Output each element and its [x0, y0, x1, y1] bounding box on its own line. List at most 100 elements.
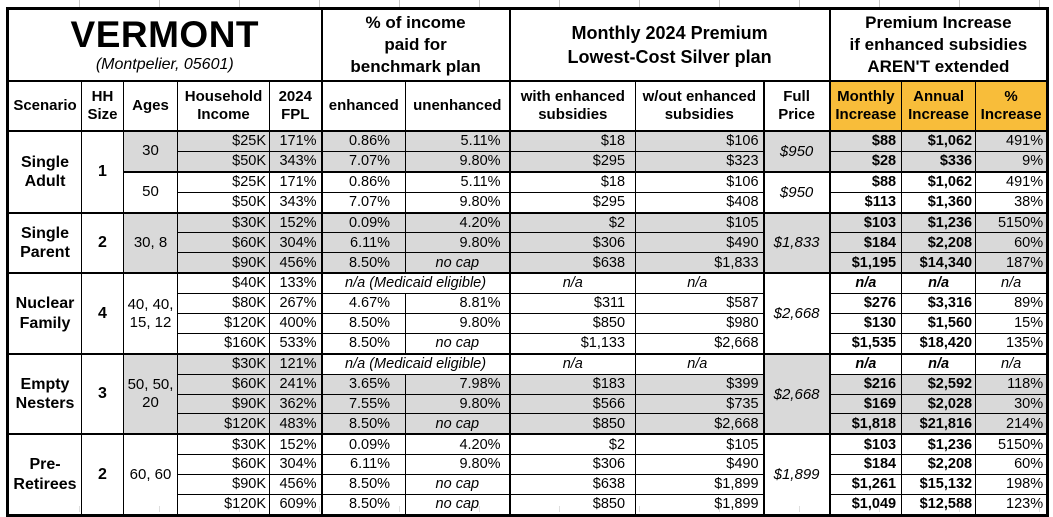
unenhanced-pct-value: 8.81%: [405, 293, 511, 315]
increase-header-line: Premium Increase: [865, 12, 1012, 32]
table-row: $120K 483% 8.50% no cap $850 $2,668 $1,818 $21,…: [8, 413, 1049, 436]
without-subsidies-value: $2,668: [635, 332, 765, 355]
household-income-value: $60K: [177, 454, 270, 476]
enhanced-pct-value: 8.50%: [321, 413, 407, 436]
household-income-value: $50K: [177, 150, 270, 173]
medicaid-note: n/a (Medicaid eligible): [321, 272, 511, 295]
col-annual-increase: Annual Increase: [901, 80, 977, 132]
unenhanced-pct-value: 4.20%: [405, 212, 511, 234]
monthly-increase-value: $1,818: [829, 413, 903, 436]
unenhanced-pct-value: 9.80%: [405, 232, 511, 254]
table-row: $80K 267% 4.67% 8.81% $311 $587 $276 $3,316 89%: [8, 293, 1049, 315]
table-row: $120K 400% 8.50% 9.80% $850 $980 $130 $1,560 15%: [8, 313, 1049, 334]
benchmark-header-line: % of income: [365, 12, 466, 32]
increase-header-line: if enhanced subsidies: [849, 34, 1028, 54]
col-pct-line: %: [1004, 88, 1018, 105]
col-full-price: Full Price: [763, 80, 831, 132]
col-2024-fpl: 2024 FPL: [268, 80, 323, 132]
household-income-value: $120K: [177, 413, 270, 436]
col-household-income: Household Income: [177, 80, 270, 132]
with-subsidies-value: $638: [509, 474, 637, 496]
premium-header: Monthly 2024 Premium Lowest-Cost Silver …: [509, 8, 831, 82]
annual-increase-value: $1,236: [901, 433, 977, 456]
annual-increase-value: $21,816: [901, 413, 977, 436]
col-with-sub-line: subsidies: [538, 106, 608, 123]
pct-increase-value: 30%: [975, 393, 1049, 415]
ages-value: 50: [123, 171, 178, 214]
household-income-value: $90K: [177, 393, 270, 415]
household-income-value: $40K: [177, 272, 270, 295]
pct-increase-value: 135%: [975, 332, 1049, 355]
household-income-value: $80K: [177, 293, 270, 315]
with-subsidies-value: $2: [509, 433, 637, 456]
enhanced-pct-value: 8.50%: [321, 252, 407, 275]
with-subsidies-value: $850: [509, 313, 637, 334]
hh-size-value: 4: [81, 272, 124, 355]
col-with-subsidies: with enhanced subsidies: [509, 80, 637, 132]
with-subsidies-value: n/a: [509, 353, 637, 375]
scenario-label: Nuclear Family: [7, 272, 82, 355]
scenario-label: Empty Nesters: [7, 353, 82, 436]
monthly-increase-value: $1,535: [829, 332, 903, 355]
pct-increase-value: n/a: [975, 272, 1049, 295]
col-enhanced: enhanced: [321, 80, 407, 132]
fpl-value: 152%: [268, 212, 323, 234]
pct-increase-value: 118%: [975, 373, 1049, 395]
household-income-value: $120K: [177, 494, 270, 517]
pct-increase-value: 187%: [975, 252, 1049, 275]
monthly-increase-value: $28: [829, 150, 903, 173]
enhanced-pct-value: 4.67%: [321, 293, 407, 315]
full-price-value: $2,668: [763, 272, 831, 355]
fpl-value: 456%: [268, 252, 323, 275]
table-row: Empty Nesters 3 50, 50, 20 $30K 121% n/a (Med…: [7, 353, 1049, 436]
medicaid-note: n/a (Medicaid eligible): [321, 353, 511, 375]
col-income-line: Income: [197, 106, 250, 123]
table-row: $60K 304% 6.11% 9.80% $306 $490 $184 $2,208 60%: [8, 232, 1049, 254]
col-annual-line: Increase: [908, 106, 970, 123]
table-row: $90K 456% 8.50% no cap $638 $1,899 $1,261 $15,1…: [8, 474, 1049, 496]
table-row: 50 $25K 171% 0.86% 5.11% $18 $106 $950 $88 $1,062…: [8, 171, 1049, 214]
with-subsidies-value: n/a: [509, 272, 637, 295]
full-price-value: $1,833: [763, 212, 831, 275]
col-fpl-line: FPL: [281, 106, 310, 123]
without-subsidies-value: $106: [635, 130, 765, 152]
household-income-value: $120K: [177, 313, 270, 334]
table-row: Single Adult 1 30 $25K 171% 0.86% 5.11% $18 $106…: [7, 130, 1049, 214]
fpl-value: 171%: [268, 171, 323, 193]
col-hh-line: HH: [91, 88, 114, 105]
monthly-increase-value: n/a: [829, 353, 903, 375]
unenhanced-pct-value: 9.80%: [405, 150, 511, 173]
household-income-value: $50K: [177, 191, 270, 214]
pct-increase-value: 9%: [975, 150, 1049, 173]
table-row: Pre- Retirees 2 60, 60 $30K 152% 0.09% 4.20% $2…: [7, 433, 1049, 517]
enhanced-pct-value: 0.86%: [321, 171, 407, 193]
unenhanced-pct-value: 9.80%: [405, 313, 511, 334]
pct-increase-value: 89%: [975, 293, 1049, 315]
monthly-increase-value: $103: [829, 433, 903, 456]
col-unenhanced: unenhanced: [405, 80, 511, 132]
col-ages: Ages: [123, 80, 178, 132]
state-subtitle: (Montpelier, 05601): [95, 55, 234, 73]
unenhanced-pct-value: 9.80%: [405, 191, 511, 214]
household-income-value: $90K: [177, 474, 270, 496]
with-subsidies-value: $306: [509, 454, 637, 476]
fpl-value: 456%: [268, 474, 323, 496]
without-subsidies-value: $980: [635, 313, 765, 334]
fpl-value: 121%: [268, 353, 323, 375]
premium-header-line: Lowest-Cost Silver plan: [567, 47, 772, 67]
household-income-value: $30K: [177, 433, 270, 456]
col-with-sub-line: with enhanced: [520, 88, 625, 105]
fpl-value: 343%: [268, 191, 323, 214]
col-full-line: Price: [778, 106, 815, 123]
without-subsidies-value: $735: [635, 393, 765, 415]
monthly-increase-value: $276: [829, 293, 903, 315]
monthly-increase-value: $113: [829, 191, 903, 214]
col-hh-line: Size: [87, 106, 118, 123]
full-price-value: $2,668: [763, 353, 831, 436]
household-income-value: $25K: [177, 130, 270, 152]
without-subsidies-value: $1,899: [635, 494, 765, 517]
spreadsheet-gridlines-bottom: [0, 506, 1053, 512]
full-price-value: $950: [763, 130, 831, 173]
without-subsidies-value: $105: [635, 433, 765, 456]
full-price-value: $950: [763, 171, 831, 214]
